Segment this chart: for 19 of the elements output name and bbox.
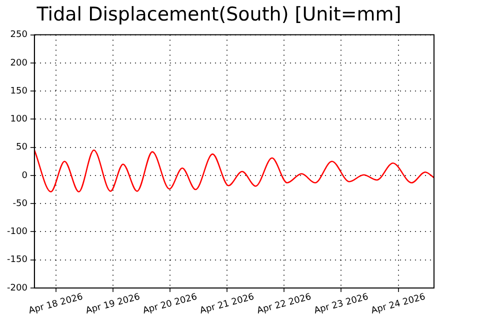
y-tick-label: 50 <box>16 142 28 153</box>
y-tick-label: -50 <box>12 198 28 209</box>
x-tick-label: Apr 21 2026 <box>198 292 256 316</box>
y-tick-label: 0 <box>22 170 28 181</box>
x-tick-label: Apr 20 2026 <box>142 292 199 316</box>
chart-title: Tidal Displacement(South) [Unit=mm] <box>36 3 402 26</box>
x-tick-label: Apr 22 2026 <box>256 292 313 316</box>
y-tick-label: -100 <box>6 227 28 238</box>
x-tick-label: Apr 18 2026 <box>28 292 84 316</box>
x-tick-label: Apr 24 2026 <box>370 292 427 316</box>
x-tick-label: Apr 19 2026 <box>84 292 142 316</box>
y-tick-label: 100 <box>10 114 28 125</box>
y-tick-label: -150 <box>6 255 28 266</box>
y-tick-label: 200 <box>10 58 28 68</box>
line-series <box>34 149 434 192</box>
y-tick-label: -200 <box>6 283 28 294</box>
y-tick-label: 250 <box>10 30 28 40</box>
y-tick-label: 150 <box>10 86 28 96</box>
x-tick-label: Apr 23 2026 <box>313 292 370 316</box>
